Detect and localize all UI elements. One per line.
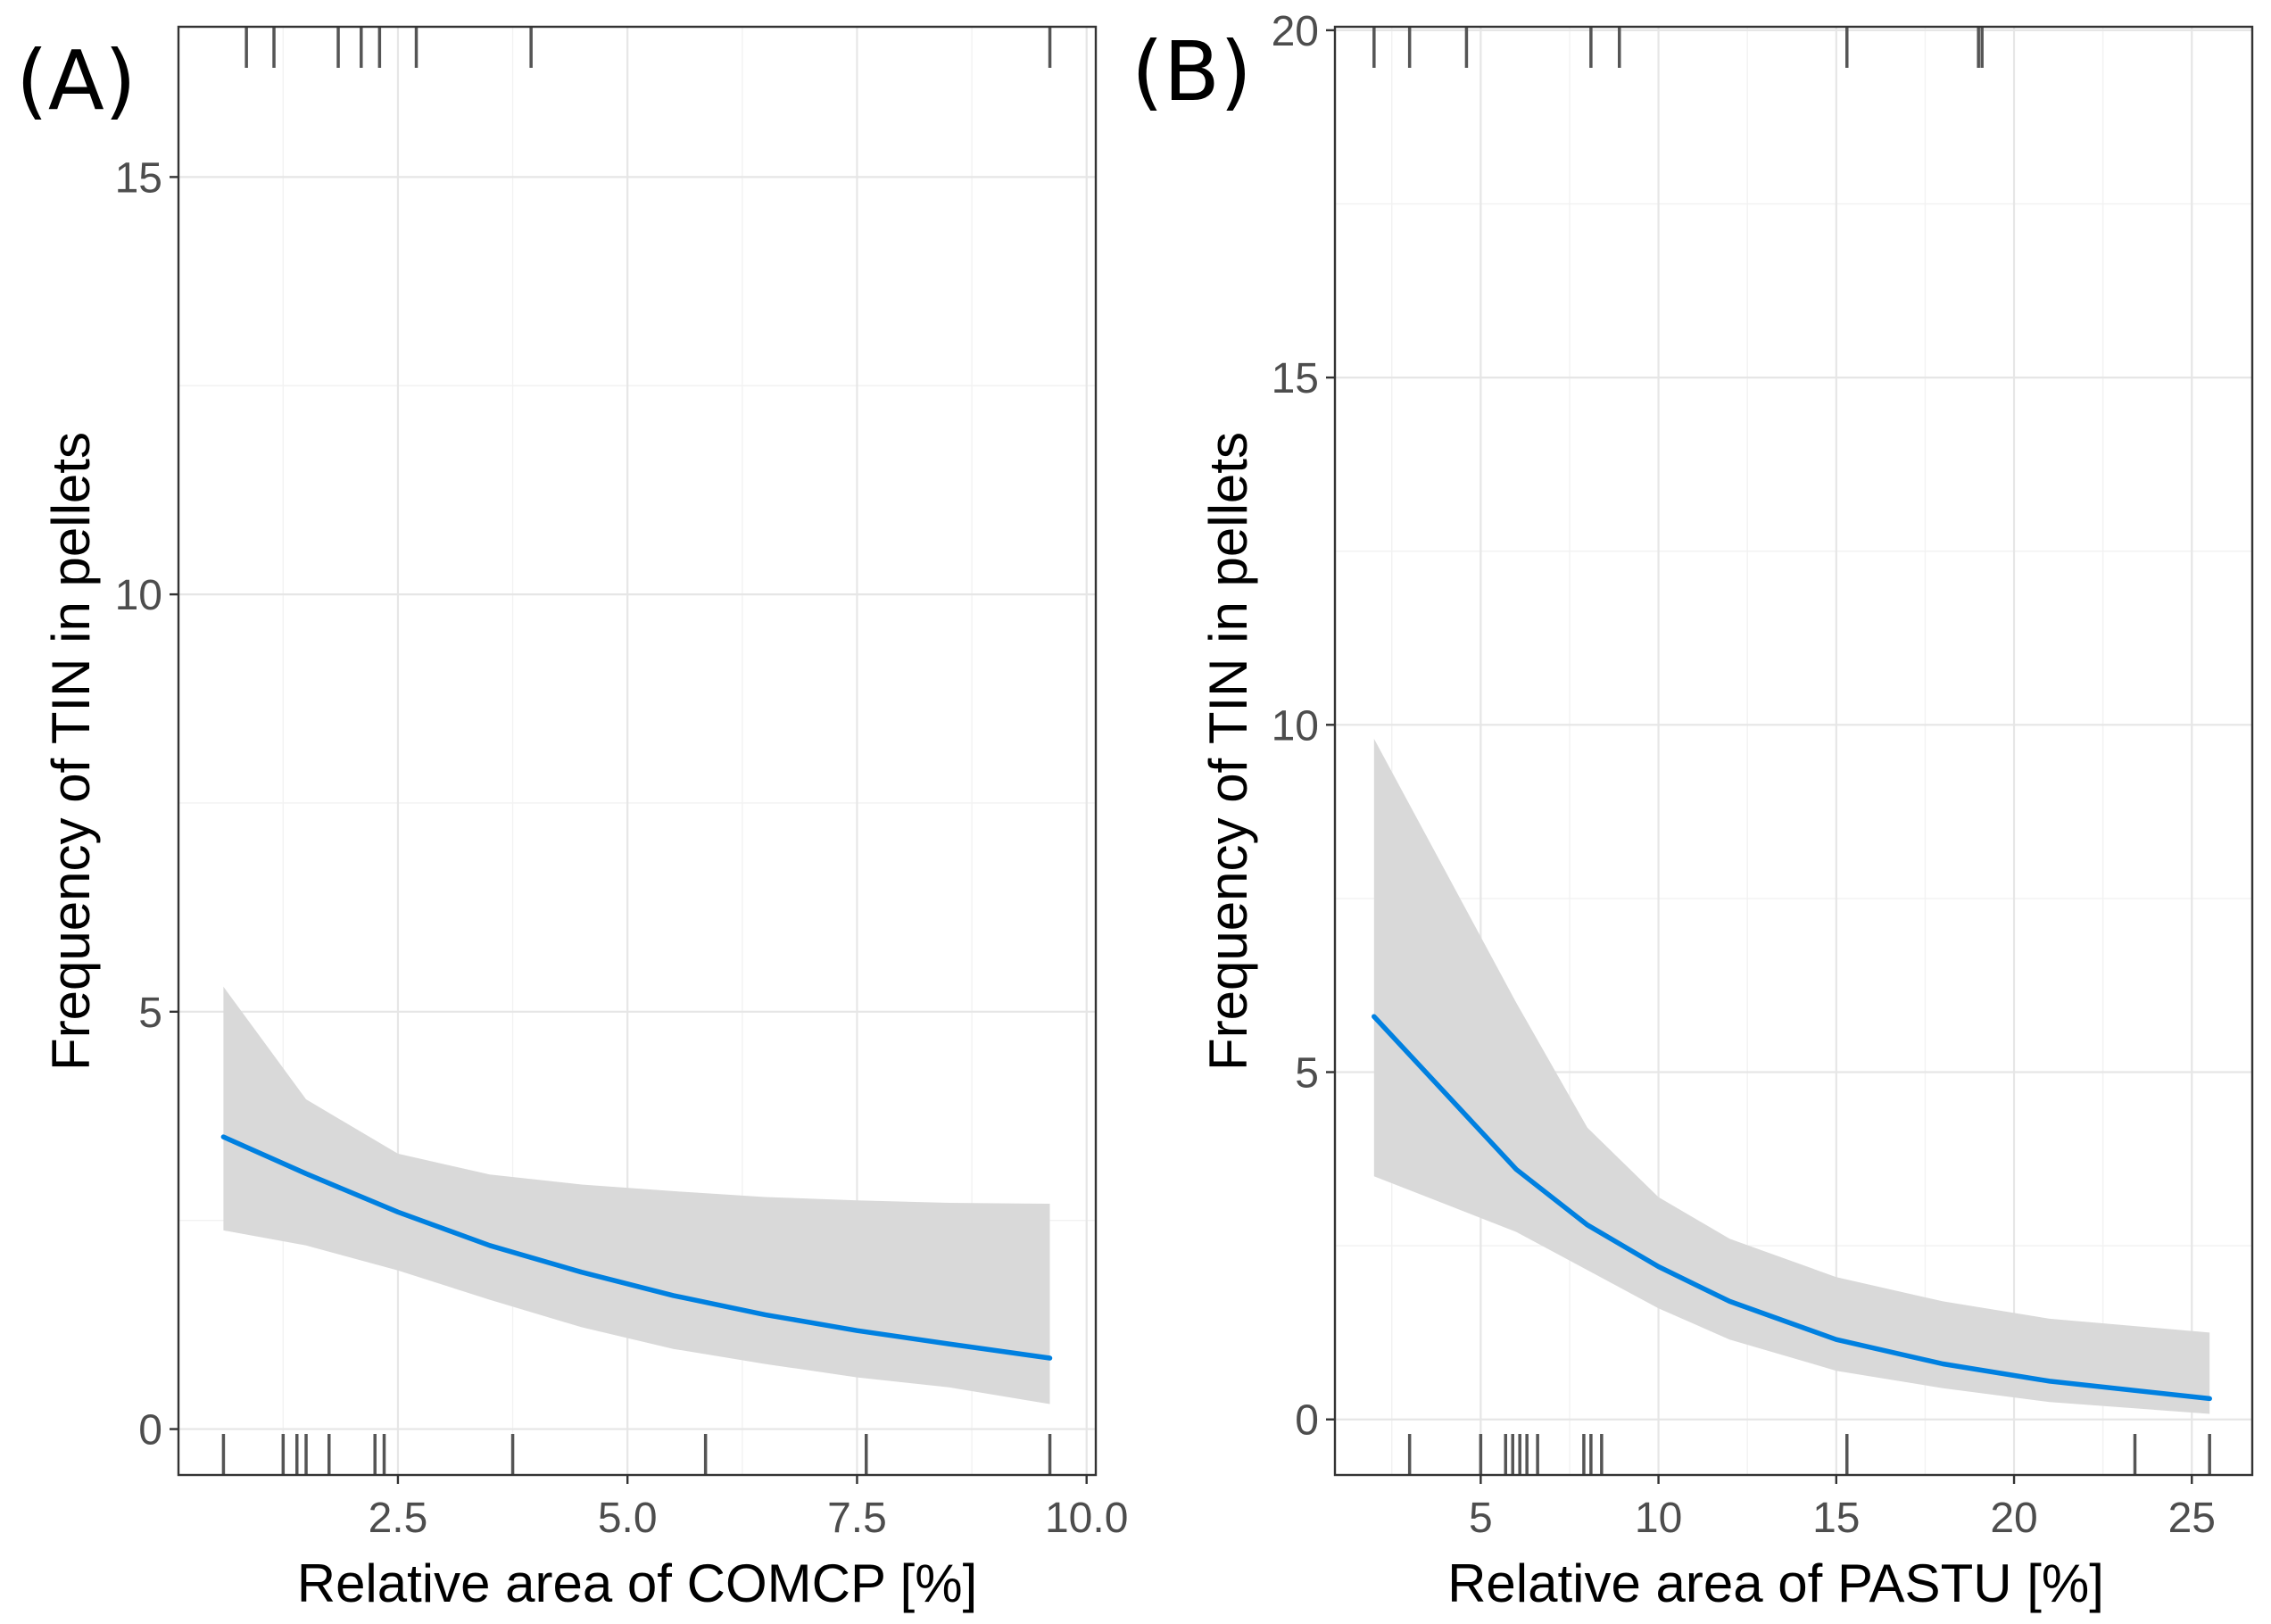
chart-0-y-tick-label: 10 [115, 572, 162, 619]
chart-1-panel-label: (B) [1131, 24, 1252, 120]
chart-0-fitted-line [220, 1134, 1053, 1361]
chart-0-x-axis-title: Relative area of COMCP [%] [297, 1554, 978, 1613]
chart-1-y-tick-label: 15 [1272, 355, 1319, 402]
chart-1-x-tick-label: 25 [2168, 1495, 2216, 1542]
panel-b: 5 10 15 20 25 0 5 10 15 20 Relative area of PASTU … [1131, 8, 2254, 1613]
chart-1-plot-frame [1333, 25, 2254, 1477]
chart-1-x-tick-label: 20 [1990, 1495, 2037, 1542]
chart-0-plot-frame [177, 25, 1098, 1477]
chart-1-y-tick-label: 20 [1272, 8, 1319, 55]
chart-0-x-tick-label: 7.5 [827, 1495, 887, 1542]
chart-0-confidence-band [223, 986, 1050, 1404]
chart-0-y-tick-label: 15 [115, 154, 162, 202]
chart-1-y-tick-label: 10 [1272, 702, 1319, 750]
chart-1-confidence-band [1373, 738, 2210, 1414]
chart-0-y-tick-label: 5 [138, 990, 162, 1037]
chart-1-x-axis-title: Relative area of PASTU [%] [1447, 1554, 2104, 1613]
chart-1-y-tick-label: 0 [1295, 1397, 1319, 1445]
chart-1-x-tick-label: 15 [1812, 1495, 1860, 1542]
chart-1-y-tick-label: 5 [1295, 1050, 1319, 1098]
chart-1-x-tick-label: 10 [1635, 1495, 1682, 1542]
chart-0-panel-label: (A) [16, 33, 137, 128]
chart-0-x-tick-label: 10.0 [1045, 1495, 1128, 1542]
chart-0-y-tick-label: 0 [138, 1407, 162, 1454]
chart-0-y-axis-title: Frequency of TIN in pellets [41, 432, 101, 1071]
chart-0-x-tick-label: 5.0 [598, 1495, 658, 1542]
chart-1-y-axis-title: Frequency of TIN in pellets [1198, 432, 1258, 1071]
chart-1-x-tick-label: 5 [1469, 1495, 1493, 1542]
chart-0-x-tick-label: 2.5 [369, 1495, 428, 1542]
chart-1-fitted-line [1372, 1014, 2212, 1402]
panel-a: 2.5 5.0 7.5 10.0 0 5 10 15 Relative area of COMC… [16, 25, 1128, 1613]
